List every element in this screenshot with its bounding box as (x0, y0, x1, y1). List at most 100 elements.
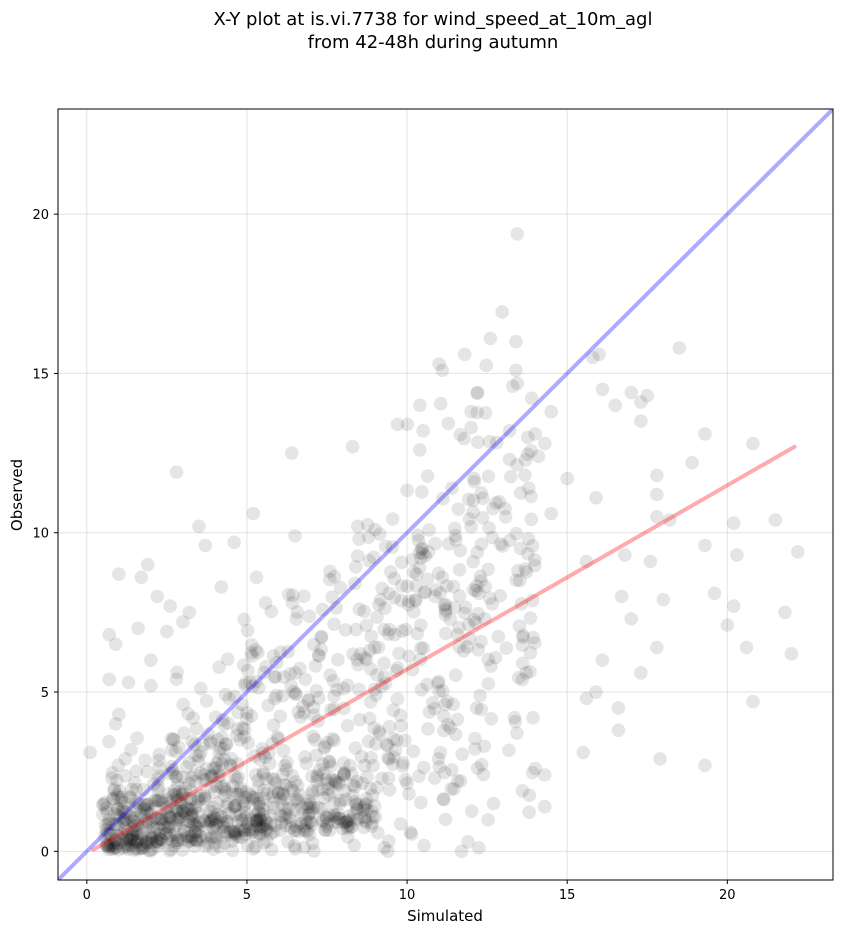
scatter-point (207, 809, 221, 824)
scatter-point (218, 687, 233, 702)
scatter-point (502, 743, 516, 758)
scatter-point (198, 791, 212, 806)
scatter-point (199, 773, 214, 787)
scatter-point (123, 789, 138, 804)
scatter-point (341, 821, 355, 836)
scatter-point (634, 666, 648, 680)
scatter-point (211, 733, 225, 747)
scatter-point (273, 709, 288, 724)
scatter-point (300, 797, 314, 812)
scatter-point (170, 665, 184, 680)
scatter-point (229, 827, 243, 841)
scatter-point (244, 638, 259, 652)
scatter-point (336, 766, 351, 781)
scatter-point (142, 816, 156, 830)
scatter-point (126, 813, 141, 828)
scatter-point (163, 819, 177, 833)
scatter-point (136, 783, 151, 797)
scatter-point (416, 423, 430, 438)
scatter-point (228, 807, 243, 822)
scatter-point (235, 830, 249, 845)
scatter-point (364, 629, 379, 644)
scatter-point (211, 753, 226, 768)
scatter-point (118, 812, 133, 826)
scatter-point (302, 827, 317, 842)
scatter-point (99, 838, 113, 852)
scatter-point (381, 844, 395, 859)
scatter-point (105, 842, 120, 856)
scatter-point (229, 798, 243, 813)
scatter-point (213, 741, 228, 755)
scatter-point (137, 809, 152, 823)
scatter-point (317, 766, 331, 781)
scatter-point (215, 713, 230, 727)
scatter-point (256, 807, 271, 822)
scatter-point (405, 662, 420, 677)
scatter-point (277, 758, 292, 773)
scatter-point (169, 805, 184, 819)
scatter-point (189, 799, 204, 813)
scatter-point (518, 453, 533, 467)
scatter-point (160, 792, 175, 807)
scatter-point (446, 579, 461, 594)
scatter-point (457, 347, 472, 362)
scatter-point (231, 830, 246, 844)
scatter-point (250, 791, 264, 806)
scatter-point (145, 842, 159, 857)
scatter-point (470, 405, 485, 420)
scatter-point (350, 549, 365, 563)
scatter-point (510, 458, 524, 472)
scatter-point (386, 732, 401, 746)
scatter-point (169, 818, 183, 832)
scatter-point (112, 829, 126, 844)
scatter-point (462, 631, 477, 646)
scatter-point (192, 519, 206, 534)
scatter-point (685, 455, 699, 470)
scatter-point (496, 539, 510, 553)
scatter-point (108, 834, 123, 848)
scatter-point (329, 601, 344, 615)
scatter-point (519, 565, 534, 579)
scatter-point (447, 782, 461, 796)
scatter-point (191, 825, 206, 839)
scatter-point (310, 768, 325, 783)
scatter-point (162, 843, 176, 858)
scatter-point (479, 358, 493, 373)
scatter-point (396, 755, 411, 770)
scatter-point (111, 836, 125, 851)
scatter-point (515, 672, 530, 687)
scatter-point (414, 641, 428, 655)
scatter-point (198, 792, 212, 806)
scatter-point (198, 538, 213, 553)
scatter-point (227, 799, 241, 814)
scatter-point (537, 799, 552, 814)
scatter-point (507, 710, 522, 725)
scatter-point (433, 745, 448, 760)
scatter-point (359, 652, 374, 667)
scatter-point (377, 622, 391, 637)
scatter-point (509, 573, 524, 588)
scatter-point (308, 733, 322, 747)
scatter-point (175, 787, 189, 802)
scatter-point (189, 819, 204, 834)
scatter-point (162, 821, 176, 835)
scatter-point (286, 783, 300, 798)
scatter-point (297, 819, 312, 833)
scatter-point (453, 774, 468, 788)
scatter-point (186, 711, 200, 725)
scatter-point (295, 807, 309, 822)
scatter-point (316, 814, 330, 829)
scatter-point (175, 770, 190, 784)
scatter-point (107, 783, 121, 798)
scatter-point (124, 782, 139, 797)
scatter-point (327, 689, 341, 703)
scatter-point (371, 640, 386, 655)
scatter-point (470, 386, 485, 400)
scatter-point (242, 823, 256, 838)
scatter-point (264, 842, 279, 857)
scatter-point (163, 828, 178, 843)
scatter-point (108, 841, 123, 855)
scatter-point (152, 832, 167, 847)
scatter-point (309, 683, 324, 698)
scatter-point (161, 799, 175, 814)
